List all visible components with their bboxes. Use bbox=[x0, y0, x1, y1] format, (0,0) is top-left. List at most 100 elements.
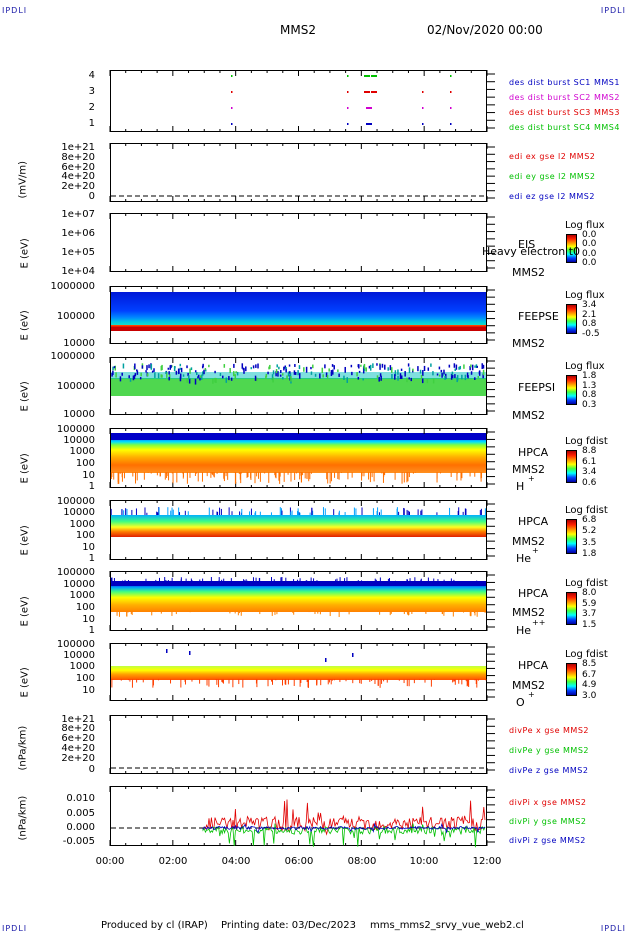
feepsi-speckle bbox=[381, 363, 384, 368]
feepsi-speckle bbox=[438, 366, 441, 370]
y-tick-label: 1000 bbox=[69, 519, 95, 530]
burst-mark bbox=[371, 91, 377, 93]
feepsi-speckle bbox=[362, 367, 365, 374]
feepsi-ylabel: E (eV) bbox=[19, 381, 31, 412]
feepsi-speckle bbox=[470, 364, 472, 368]
feepsi-speckle bbox=[214, 377, 216, 383]
feepsi-speckle bbox=[235, 371, 237, 374]
feepsi-speckle bbox=[272, 370, 275, 375]
feepsi-speckle bbox=[289, 371, 291, 374]
feepsi-speckle bbox=[242, 367, 245, 371]
y-tick-label: 100000 bbox=[56, 567, 95, 578]
burst-mark bbox=[450, 107, 452, 109]
y-tick-label: 1 bbox=[88, 625, 95, 636]
y-tick-label: 1000 bbox=[69, 661, 95, 672]
feepsi-speckle bbox=[194, 378, 197, 385]
divpi-legend-item: divPi y gse MMS2 bbox=[509, 817, 587, 826]
feepsi-speckle bbox=[288, 364, 291, 367]
feepsi-speckle bbox=[443, 369, 445, 375]
colorbar-value: 6.7 bbox=[582, 669, 597, 680]
feepsi-speckle bbox=[298, 365, 301, 370]
feepsi-speckle bbox=[161, 374, 163, 378]
feepsi-speckle bbox=[293, 370, 296, 375]
burst-mark bbox=[450, 123, 452, 125]
feepsi-speckle bbox=[297, 370, 299, 376]
colorbar-value: 1.8 bbox=[582, 371, 597, 381]
feepsi-speckle bbox=[482, 364, 485, 369]
spacecraft-label: MMS2 bbox=[512, 409, 545, 422]
feepsi-speckle bbox=[310, 366, 312, 370]
burst-mark bbox=[364, 75, 370, 77]
feepsi-speckle bbox=[456, 376, 458, 383]
species-label: He bbox=[516, 552, 532, 565]
feepsi-speckle bbox=[400, 368, 403, 371]
colorbar-title: Log fdist bbox=[565, 649, 608, 660]
feepse-spectrogram bbox=[111, 292, 486, 326]
feepsi-speckle bbox=[275, 370, 277, 377]
feepsi-speckle bbox=[201, 365, 204, 369]
colorbar-value: 3.5 bbox=[582, 537, 597, 548]
feepsi-speckle bbox=[322, 374, 324, 378]
feepsi-speckle bbox=[450, 373, 453, 380]
feepsi-speckle bbox=[426, 378, 429, 384]
colorbar-value: 2.1 bbox=[582, 309, 597, 320]
feepsi-speckle bbox=[363, 367, 366, 372]
feepsi-band-cyan bbox=[111, 372, 486, 379]
feepsi-speckle bbox=[482, 373, 484, 379]
hpca-h-ylabel: E (eV) bbox=[19, 453, 31, 484]
feepsi-speckle bbox=[146, 373, 149, 377]
feepsi-speckle bbox=[132, 375, 135, 381]
feepsi-speckle bbox=[423, 365, 426, 372]
divpi-z-trace bbox=[202, 822, 486, 834]
hpca-o-ylabel: E (eV) bbox=[19, 667, 31, 698]
spacecraft-label: MMS2 bbox=[512, 606, 545, 619]
feepsi-speckle bbox=[122, 363, 125, 369]
feepsi-speckle bbox=[412, 368, 414, 372]
feepsi-speckle bbox=[469, 366, 471, 371]
feepsi-speckle bbox=[252, 365, 255, 369]
colorbar-value: 6.8 bbox=[582, 515, 597, 525]
feepsi-speckle bbox=[337, 369, 339, 372]
feepsi-speckle bbox=[254, 375, 257, 381]
y-tick-label: 1 bbox=[88, 481, 95, 492]
feepsi-speckle bbox=[464, 374, 467, 381]
feepsi-speckle bbox=[346, 377, 348, 383]
feepsi-speckle bbox=[179, 367, 182, 370]
spacecraft-label: MMS2 bbox=[512, 535, 545, 548]
feepsi-speckle bbox=[305, 366, 308, 373]
feepsi-speckle bbox=[325, 372, 328, 377]
colorbar-value: 0.8 bbox=[582, 390, 597, 401]
feepsi-speckle bbox=[389, 365, 392, 371]
colorbar-value: 8.5 bbox=[582, 659, 597, 669]
x-tick-label: 04:00 bbox=[221, 856, 251, 867]
feepsi-speckle bbox=[475, 364, 478, 369]
hpca-he-spectrogram bbox=[111, 515, 486, 537]
edi-ylabel: (mV/m) bbox=[17, 161, 29, 199]
burst-mark bbox=[231, 123, 233, 125]
feepsi-speckle bbox=[189, 368, 191, 374]
colorbar-value: -0.5 bbox=[582, 329, 600, 340]
species-charge: + bbox=[528, 474, 535, 483]
burst-mark bbox=[366, 107, 372, 109]
colorbar-value: 0.0 bbox=[582, 230, 597, 240]
burst-mark bbox=[231, 107, 233, 109]
colorbar bbox=[566, 375, 577, 405]
instrument-label: EIS bbox=[518, 238, 536, 251]
y-tick-label: 2 bbox=[88, 102, 95, 113]
x-tick-label: 02:00 bbox=[158, 856, 188, 867]
colorbar bbox=[566, 450, 577, 483]
feepsi-speckle bbox=[179, 363, 182, 367]
feepsi-speckle bbox=[146, 365, 148, 371]
feepsi-speckle bbox=[265, 373, 268, 378]
y-tick-label: 4e+20 bbox=[61, 171, 95, 182]
feepsi-speckle bbox=[365, 367, 368, 372]
divpi-ylabel: (nPa/km) bbox=[17, 795, 29, 841]
y-tick-label: 0 bbox=[88, 191, 95, 202]
y-tick-label: 100000 bbox=[56, 496, 95, 507]
x-tick-label: 06:00 bbox=[284, 856, 314, 867]
y-tick-label: 4e+20 bbox=[61, 743, 95, 754]
corner-label: IPDLI bbox=[2, 924, 28, 933]
feepsi-speckle bbox=[204, 367, 207, 370]
feepsi-speckle bbox=[451, 371, 454, 376]
feepsi-speckle bbox=[384, 364, 386, 370]
